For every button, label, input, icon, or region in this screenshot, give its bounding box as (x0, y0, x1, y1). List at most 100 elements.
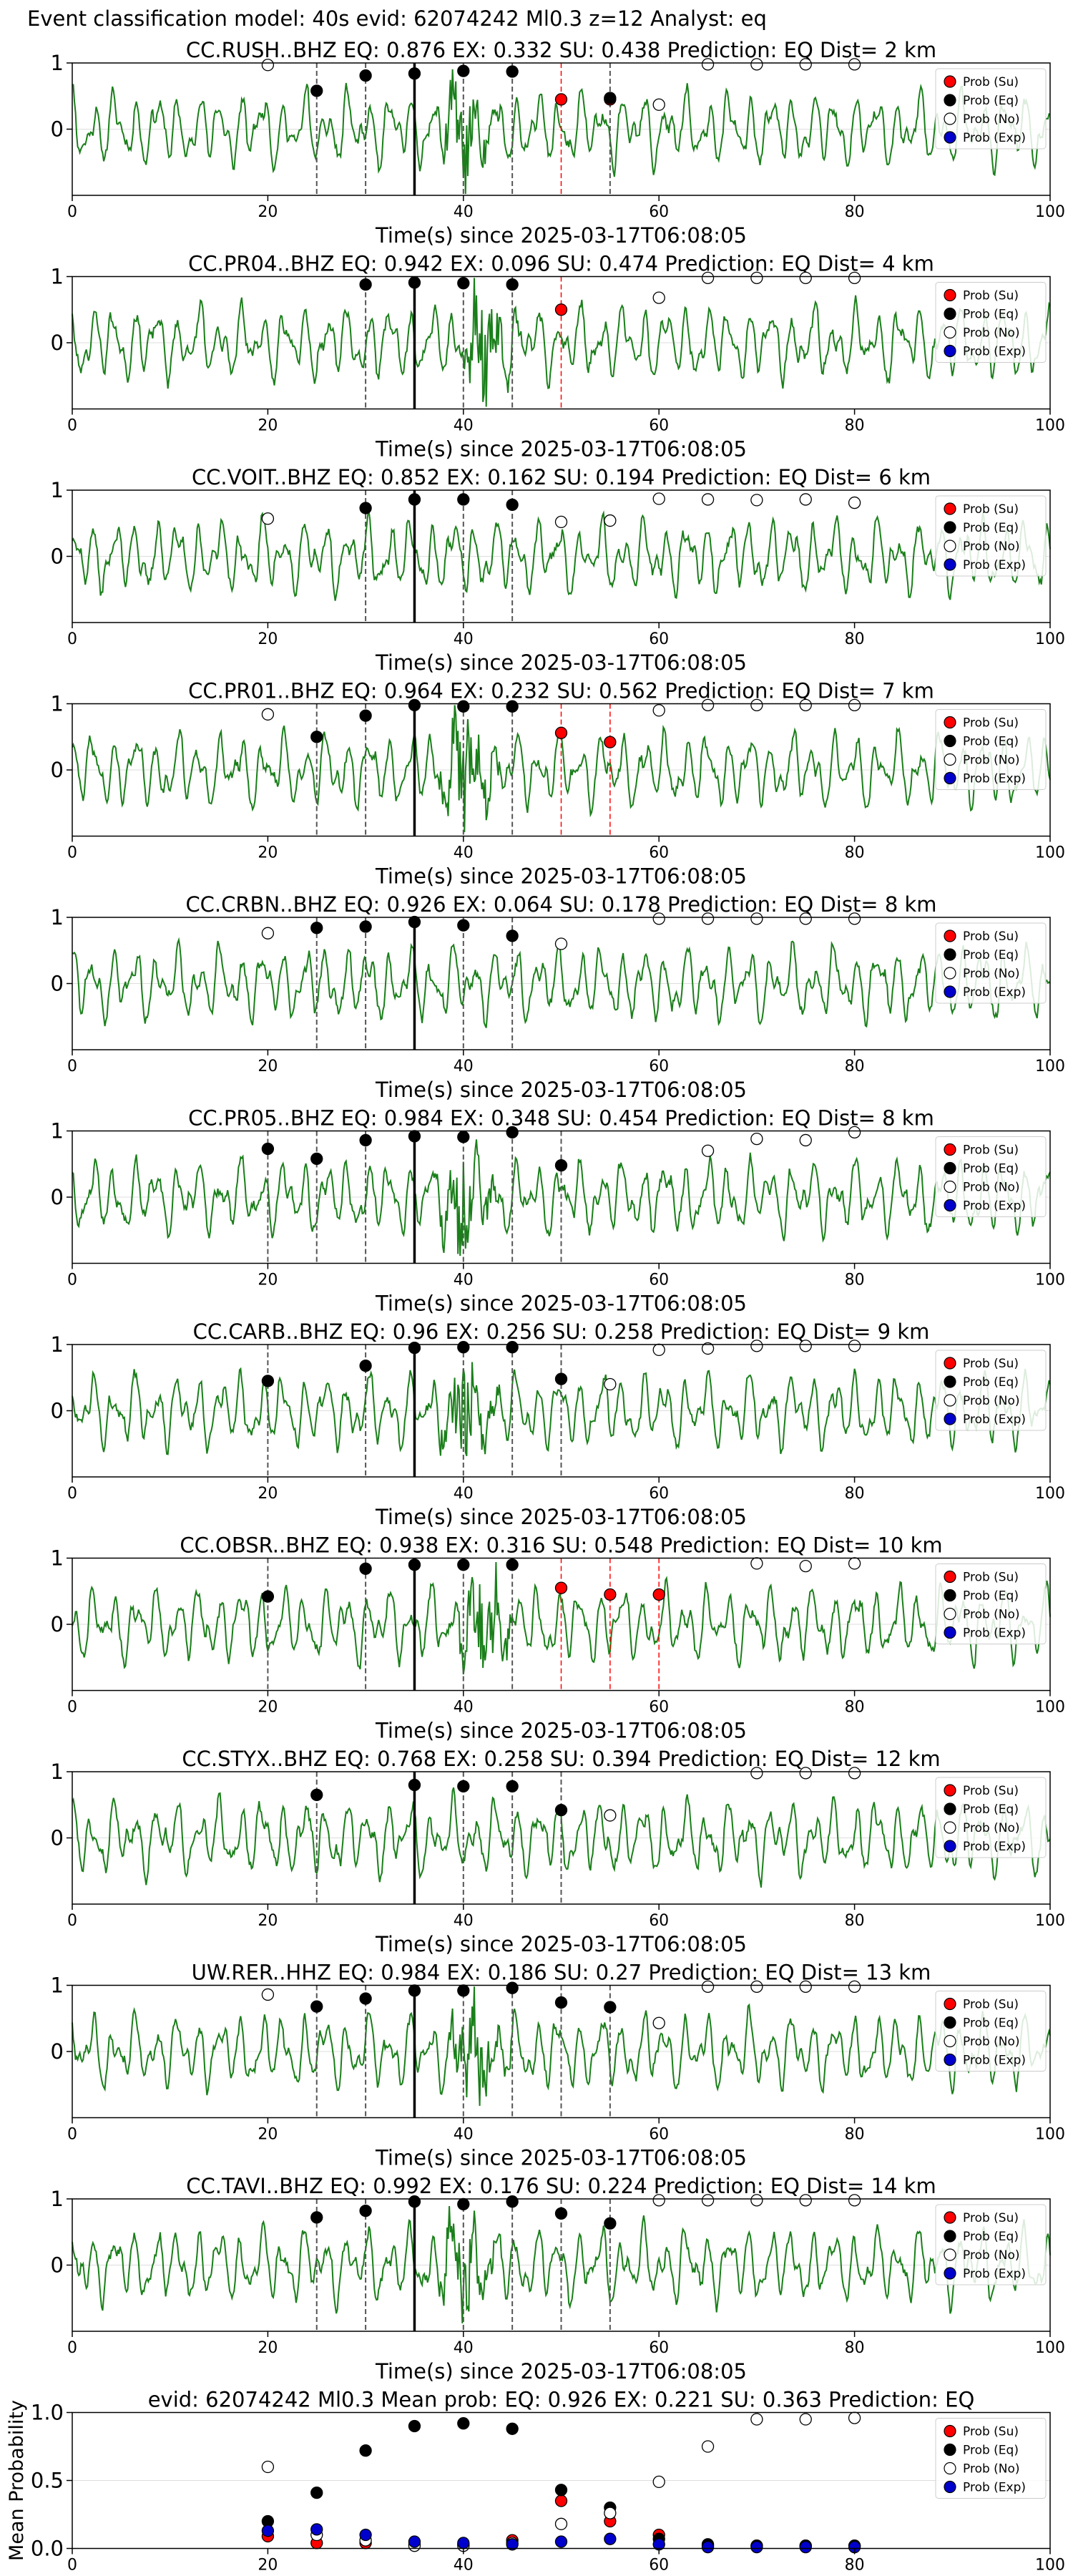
x-tick-label: 100 (1035, 2557, 1065, 2575)
prob-marker-no (750, 1132, 763, 1146)
prob-marker-eq (261, 1142, 275, 1156)
x-tick-label: 100 (1035, 203, 1065, 221)
legend-marker (944, 326, 956, 339)
prob-marker-su (554, 2494, 568, 2507)
x-tick-label: 80 (845, 1272, 865, 1289)
prob-marker-no (604, 1377, 617, 1391)
prob-marker-su (554, 1581, 568, 1594)
legend-marker (944, 734, 956, 748)
legend-marker (944, 1357, 956, 1370)
prob-marker-no (750, 1980, 763, 1994)
legend-marker (944, 2267, 956, 2280)
prob-marker-eq (408, 67, 421, 80)
legend-marker (944, 502, 956, 515)
panel-title: CC.PR01..BHZ EQ: 0.964 EX: 0.232 SU: 0.5… (188, 679, 934, 703)
panel-title: CC.PR04..BHZ EQ: 0.942 EX: 0.096 SU: 0.4… (188, 252, 934, 276)
legend-label: Prob (Eq) (963, 1162, 1019, 1176)
x-tick-label: 20 (258, 1272, 278, 1289)
legend-label: Prob (Su) (963, 716, 1019, 731)
y-tick-label: 1 (51, 1760, 64, 1784)
legend-label: Prob (Exp) (963, 1626, 1026, 1641)
prob-marker-no (701, 2194, 715, 2207)
legend-marker (944, 1626, 956, 1639)
x-tick-label: 100 (1035, 1699, 1065, 1717)
legend-marker (944, 967, 956, 980)
legend-label: Prob (Exp) (963, 131, 1026, 145)
prob-marker-exp (554, 2535, 568, 2548)
x-axis-label: Time(s) since 2025-03-17T06:08:05 (375, 1078, 747, 1102)
x-tick-label: 40 (454, 417, 474, 435)
prob-marker-su (554, 726, 568, 739)
prob-marker-eq (359, 1992, 372, 2005)
x-tick-label: 40 (454, 2126, 474, 2144)
legend-marker (944, 2016, 956, 2029)
y-tick-label: 0 (51, 1185, 64, 1209)
prob-marker-eq (408, 2195, 421, 2208)
prob-marker-eq (408, 1341, 421, 1355)
prob-marker-eq (310, 922, 323, 935)
legend-box (935, 282, 1047, 363)
prob-marker-eq (359, 2204, 372, 2218)
x-tick-label: 80 (845, 630, 865, 648)
legend-label: Prob (Su) (963, 2425, 1019, 2439)
prob-marker-eq (457, 919, 470, 932)
prob-marker-no (799, 2413, 812, 2426)
prob-marker-eq (554, 1372, 568, 1385)
legend-label: Prob (Exp) (963, 985, 1026, 1000)
y-tick-label: 1 (51, 692, 64, 716)
legend-label: Prob (Eq) (963, 1802, 1019, 1817)
prob-marker-no (652, 2475, 665, 2489)
legend-label: Prob (No) (963, 967, 1020, 981)
y-tick-label: 0 (51, 1399, 64, 1423)
x-tick-label: 20 (258, 844, 278, 862)
prob-marker-eq (506, 2195, 519, 2208)
prob-marker-eq (457, 2197, 470, 2211)
y-tick-label: 0 (51, 972, 64, 996)
prob-marker-no (750, 698, 763, 711)
prob-marker-eq (457, 1341, 470, 1354)
legend-marker (944, 1161, 956, 1175)
prob-marker-no (848, 58, 861, 71)
prob-marker-eq (554, 1803, 568, 1817)
legend-label: Prob (Su) (963, 1143, 1019, 1158)
prob-marker-eq (604, 92, 617, 104)
prob-marker-no (848, 496, 861, 509)
legend-marker (944, 75, 956, 88)
legend-label: Prob (Eq) (963, 94, 1019, 108)
prob-marker-eq (457, 1984, 470, 1997)
x-tick-label: 60 (649, 1699, 669, 1717)
legend-label: Prob (Exp) (963, 1199, 1026, 1214)
prob-marker-no (261, 2460, 275, 2474)
prob-marker-no (750, 494, 763, 507)
legend-marker (944, 307, 956, 321)
prob-marker-eq (310, 731, 323, 743)
x-tick-label: 80 (845, 417, 865, 435)
y-tick-label: 1 (51, 1974, 64, 1998)
x-tick-label: 40 (454, 1912, 474, 1930)
prob-marker-eq (408, 1984, 421, 1997)
x-tick-label: 60 (649, 630, 669, 648)
x-tick-label: 40 (454, 1058, 474, 1075)
seismic-trace (72, 510, 1051, 601)
legend-marker (944, 1180, 956, 1194)
y-tick-label: 0 (51, 117, 64, 142)
prob-marker-eq (457, 1558, 470, 1571)
legend-marker (944, 2480, 956, 2494)
prob-marker-no (799, 698, 812, 711)
x-tick-label: 40 (454, 2557, 474, 2575)
panel-1: CC.RUSH..BHZ EQ: 0.876 EX: 0.332 SU: 0.4… (51, 38, 1065, 248)
prob-marker-eq (457, 2417, 470, 2430)
x-tick-label: 20 (258, 417, 278, 435)
x-axis-label: Time(s) since 2025-03-17T06:08:05 (375, 1292, 747, 1316)
legend-label: Prob (Su) (963, 1357, 1019, 1371)
panel-title: CC.VOIT..BHZ EQ: 0.852 EX: 0.162 SU: 0.1… (192, 465, 931, 489)
legend-marker (944, 1784, 956, 1797)
legend-label: Prob (No) (963, 1608, 1020, 1622)
prob-marker-no (750, 271, 763, 285)
prob-marker-no (701, 1144, 715, 1157)
legend-box (935, 2418, 1047, 2499)
prob-marker-no (652, 291, 665, 304)
x-tick-label: 100 (1035, 417, 1065, 435)
prob-marker-exp (799, 2540, 812, 2554)
prob-marker-eq (506, 2422, 519, 2435)
